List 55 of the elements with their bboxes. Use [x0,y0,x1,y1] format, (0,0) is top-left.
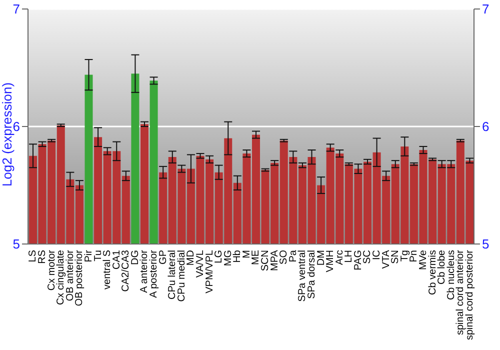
x-tick-label: Cx cingulate [56,250,67,306]
x-tick-label: spinal cord posterior [464,249,476,340]
x-tick-label: ventral S [102,250,114,290]
y2-tick-label: 7 [482,2,490,17]
x-tick-label: A posterior [148,249,160,298]
x-tick-label: VMH [325,250,336,272]
x-tick-label: VA/VL [194,250,206,278]
x-tick-label: DG [130,250,141,265]
x-tick-label: MG [222,250,234,266]
x-tick-label: CA1 [111,250,122,270]
x-tick-label: SN [390,250,402,264]
x-tick-label: Cb vermis [427,250,438,296]
x-tick-label: Tu [92,250,104,262]
x-tick-label: CA2/CA3 [120,250,132,292]
y-tick-label: 6 [12,119,20,134]
x-tick-label: A anterior [139,249,150,293]
x-tick-label: M [241,250,252,258]
x-tick-label: Hb [232,250,244,263]
x-tick-label: PAG [352,250,364,270]
x-tick-label: Pir [83,249,94,262]
x-tick-label: OB posterior [74,249,86,306]
x-tick-label: Tg [399,250,410,262]
x-tick-label: Pa [288,250,299,262]
x-tick-label: SO [278,250,290,264]
y-axis-title: Log2 (expression) [0,82,15,186]
x-tick-label: SPa dorsal [306,250,318,299]
y-tick-label: 7 [12,2,20,17]
y2-tick-label: 5 [482,236,490,252]
x-tick-label: Cx motor [46,249,58,291]
x-tick-label: MPA [269,250,280,271]
x-tick-label: LG [214,250,225,264]
x-tick-label: OB anterior [64,249,76,302]
x-tick-label: VTA [380,250,392,269]
x-tick-label: Cb lobe [436,250,448,284]
x-tick-label: LS [28,250,39,262]
x-tick-label: Cb nucleus [446,250,457,300]
x-tick-label: SCN [260,250,272,272]
x-tick-label: Arc [334,250,346,265]
x-tick-label: spinal cord anterior [455,249,466,336]
x-tick-label: IC [372,250,383,260]
x-tick-label: GP [158,250,169,264]
x-tick-label: ME [250,250,262,265]
x-tick-label: CPu medial [176,250,188,302]
x-tick-label: DM [316,250,327,266]
x-tick-label: SPa ventral [297,250,308,302]
x-tick-label: RS [37,250,48,264]
x-tick-label: CPu lateral [167,250,178,300]
y2-tick-label: 6 [482,119,490,134]
x-tick-label: LH [344,250,355,263]
x-tick-label: SC [362,250,374,264]
x-tick-label: MD [186,250,197,266]
x-tick-label: Pn [408,250,420,262]
y-tick-label: 5 [12,236,20,252]
x-tick-label: MVe [418,250,429,270]
x-tick-label: VPM/VPL [204,250,216,294]
